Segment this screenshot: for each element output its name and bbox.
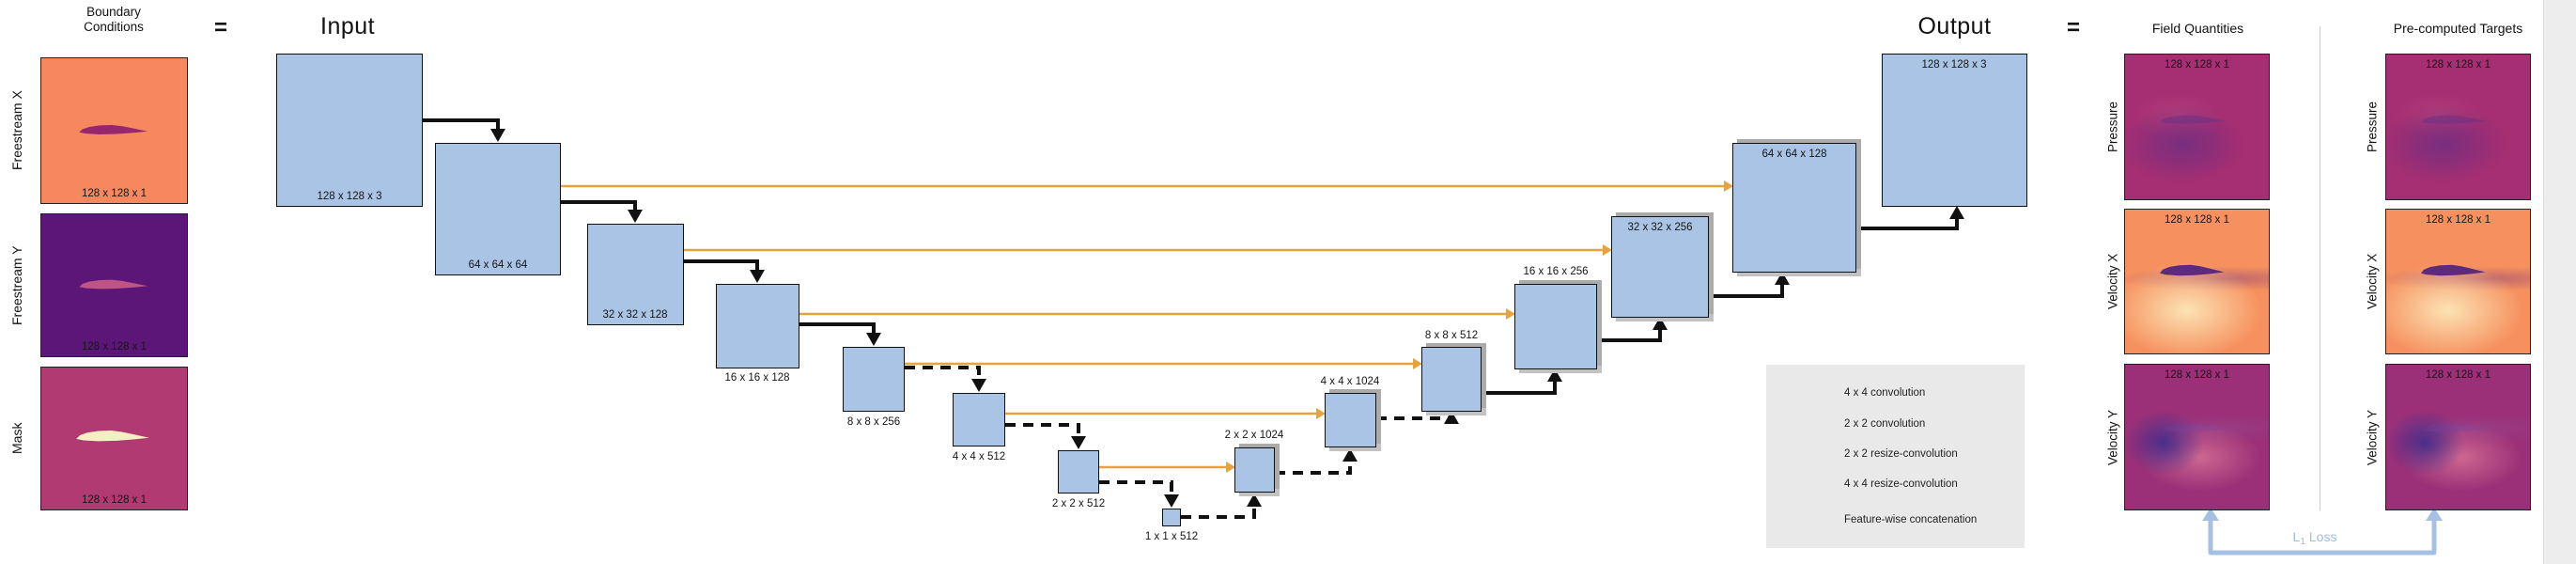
- resize-arrow-4: [1482, 382, 1557, 395]
- unet-box-dec-2: [1234, 447, 1275, 493]
- panel-dims: 128 x 128 x 1: [2164, 369, 2230, 381]
- mask-panel: 128 x 128 x 1: [40, 367, 188, 510]
- row-label-freestream-x: Freestream X: [9, 90, 24, 171]
- box-label-dec-32: 32 x 32 x 256: [1627, 222, 1693, 233]
- row-label-velocity-x: Velocity X: [2365, 253, 2380, 310]
- panel-dims: 128 x 128 x 1: [81, 188, 147, 199]
- airfoil-shape: [76, 431, 149, 442]
- box-label-dec-4: 4 x 4 x 1024: [1320, 376, 1380, 387]
- row-label-mask: Mask: [9, 422, 24, 455]
- box-label-output: 128 x 128 x 3: [1921, 59, 1987, 70]
- unet-box-bottleneck-1: [1162, 509, 1181, 526]
- box-label-dec-2: 2 x 2 x 1024: [1224, 430, 1284, 441]
- conv-arrow-5: [905, 366, 981, 380]
- legend-item-conv2: 2 x 2 convolution: [1844, 418, 1926, 430]
- airfoil-shape: [2420, 115, 2488, 124]
- conv-arrow-7: [1099, 480, 1173, 495]
- precomputed-targets-title: Pre-computed Targets: [2393, 21, 2523, 36]
- input-title: Input: [320, 13, 376, 39]
- panel-dims: 128 x 128 x 1: [81, 341, 147, 352]
- box-label-enc-32: 32 x 32 x 128: [602, 309, 668, 321]
- loss-subscript: 1: [2300, 537, 2305, 547]
- unet-box-input-128: [276, 54, 423, 207]
- airfoil-shape: [2159, 115, 2227, 124]
- box-label-enc-4: 4 x 4 x 512: [952, 451, 1006, 462]
- conv-arrow-3: [684, 259, 759, 271]
- box-label-enc-2: 2 x 2 x 512: [1051, 498, 1106, 509]
- airfoil-shape: [2423, 422, 2489, 432]
- resize-arrow-3: [1597, 330, 1662, 342]
- row-label-freestream-y: Freestream Y: [9, 245, 24, 325]
- unet-box-enc-16: [716, 284, 799, 368]
- legend-item-conv4: 4 x 4 convolution: [1844, 387, 1926, 399]
- loss-word: Loss: [2308, 529, 2337, 544]
- box-label-enc-64: 64 x 64 x 64: [468, 259, 528, 271]
- box-label-dec-8: 8 x 8 x 512: [1424, 330, 1479, 341]
- conv-arrow-4: [799, 322, 876, 334]
- equals-sign-left: =: [214, 15, 228, 40]
- unet-box-dec-32: [1611, 216, 1709, 318]
- airfoil-shape: [2162, 422, 2227, 432]
- unet-box-output-128: [1882, 54, 2027, 207]
- legend-item-concat: Feature-wise concatenation: [1844, 514, 1978, 525]
- resize-arrow-2: [1709, 285, 1784, 298]
- box-label-enc-8: 8 x 8 x 256: [846, 416, 901, 428]
- unet-box-enc-4: [953, 393, 1005, 446]
- airfoil-shape: [79, 279, 148, 290]
- field-quantities-title: Field Quantities: [2151, 21, 2244, 36]
- panel-dims: 128 x 128 x 1: [2425, 214, 2491, 226]
- legend-box: [1766, 365, 2025, 548]
- loss-l: L: [2292, 529, 2301, 544]
- freestream-x-panel: 128 x 128 x 1: [40, 57, 188, 204]
- unet-box-dec-4: [1325, 393, 1376, 447]
- panel-dims: 128 x 128 x 1: [2425, 59, 2491, 70]
- box-label-dec-16: 16 x 16 x 256: [1523, 266, 1589, 277]
- unet-box-dec-8: [1421, 347, 1482, 412]
- target-velocity-x-panel: 128 x 128 x 1: [2385, 209, 2531, 354]
- unet-box-enc-32: [587, 224, 684, 325]
- resize-arrow-7: [1181, 506, 1256, 519]
- box-label-bottleneck: 1 x 1 x 512: [1144, 531, 1199, 542]
- equals-sign-right: =: [2067, 15, 2081, 40]
- box-label-enc-16: 16 x 16 x 128: [724, 372, 790, 384]
- panel-dims: 128 x 128 x 1: [2425, 369, 2491, 381]
- panel-dims: 128 x 128 x 1: [2164, 59, 2230, 70]
- panel-dims: 128 x 128 x 1: [81, 494, 147, 506]
- field-velocity-x-panel: 128 x 128 x 1: [2124, 209, 2270, 354]
- field-velocity-y-panel: 128 x 128 x 1: [2124, 364, 2270, 510]
- output-title: Output: [1917, 13, 1992, 39]
- box-label-dec-64: 64 x 64 x 128: [1761, 149, 1827, 160]
- l1-loss-label: L1 Loss: [2258, 529, 2371, 547]
- conv-arrow-2: [561, 200, 637, 211]
- unet-box-enc-2: [1058, 450, 1099, 494]
- unet-box-enc-8: [843, 347, 905, 412]
- target-pressure-panel: 128 x 128 x 1: [2385, 54, 2531, 200]
- legend-item-resize2: 2 x 2 resize-convolution: [1844, 448, 1958, 460]
- boundary-conditions-title: Boundary Conditions: [84, 5, 144, 34]
- unet-box-enc-64: [435, 143, 561, 275]
- row-label-pressure: Pressure: [2365, 101, 2380, 153]
- row-label-pressure: Pressure: [2105, 101, 2120, 153]
- resize-arrow-1: [1856, 219, 1959, 230]
- target-velocity-y-panel: 128 x 128 x 1: [2385, 364, 2531, 510]
- field-pressure-panel: 128 x 128 x 1: [2124, 54, 2270, 200]
- airfoil-shape: [2420, 264, 2486, 276]
- conv-arrow-1: [423, 118, 500, 130]
- airfoil-shape: [2159, 264, 2225, 276]
- row-label-velocity-x: Velocity X: [2105, 253, 2120, 310]
- right-edge-band: [2543, 0, 2576, 564]
- panel-dims: 128 x 128 x 1: [2164, 214, 2230, 226]
- conv-arrow-6: [1005, 423, 1080, 437]
- row-label-velocity-y: Velocity Y: [2105, 409, 2120, 465]
- freestream-y-panel: 128 x 128 x 1: [40, 213, 188, 357]
- unet-box-dec-64: [1732, 143, 1856, 273]
- unet-box-dec-16: [1514, 284, 1597, 369]
- resize-arrow-6: [1275, 461, 1352, 475]
- row-label-velocity-y: Velocity Y: [2365, 409, 2380, 465]
- airfoil-shape: [79, 124, 148, 134]
- box-label-input: 128 x 128 x 3: [317, 191, 382, 202]
- legend-item-resize4: 4 x 4 resize-convolution: [1844, 478, 1958, 490]
